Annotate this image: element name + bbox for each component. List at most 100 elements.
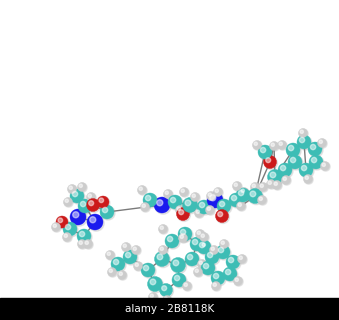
Circle shape [78, 230, 92, 244]
Circle shape [143, 265, 149, 271]
Circle shape [259, 183, 268, 192]
Circle shape [217, 211, 230, 223]
Circle shape [85, 241, 88, 244]
Circle shape [88, 215, 104, 231]
Circle shape [78, 240, 87, 249]
Circle shape [63, 233, 72, 242]
Circle shape [320, 162, 330, 171]
Circle shape [238, 254, 246, 263]
Circle shape [247, 188, 262, 204]
Circle shape [88, 194, 92, 197]
Circle shape [218, 247, 224, 253]
Circle shape [259, 197, 262, 200]
Circle shape [212, 282, 221, 291]
Circle shape [297, 135, 311, 149]
Circle shape [202, 262, 216, 276]
Circle shape [199, 202, 205, 208]
Circle shape [233, 182, 242, 191]
Circle shape [148, 292, 158, 301]
Circle shape [187, 254, 193, 260]
Circle shape [199, 261, 202, 264]
Circle shape [208, 193, 224, 209]
Circle shape [172, 273, 186, 287]
Circle shape [263, 156, 277, 169]
Circle shape [160, 284, 174, 298]
Circle shape [206, 251, 220, 265]
Circle shape [132, 246, 141, 255]
Circle shape [64, 234, 67, 237]
Circle shape [210, 245, 219, 254]
Circle shape [237, 202, 245, 211]
Circle shape [179, 188, 188, 196]
Circle shape [268, 171, 284, 186]
Circle shape [165, 191, 168, 195]
Circle shape [79, 241, 82, 244]
Circle shape [184, 199, 199, 214]
Circle shape [79, 200, 93, 214]
Circle shape [78, 183, 87, 192]
Circle shape [219, 201, 225, 207]
Circle shape [234, 276, 242, 285]
Circle shape [304, 175, 313, 184]
Circle shape [258, 196, 267, 205]
Circle shape [118, 271, 127, 280]
Circle shape [132, 245, 140, 254]
Circle shape [169, 196, 183, 210]
Circle shape [195, 209, 203, 218]
Circle shape [207, 192, 216, 201]
Circle shape [225, 269, 231, 275]
Circle shape [123, 244, 126, 247]
Circle shape [138, 186, 146, 195]
Circle shape [238, 203, 241, 206]
Circle shape [108, 268, 117, 277]
Circle shape [179, 210, 184, 215]
Circle shape [166, 235, 180, 249]
Circle shape [198, 260, 207, 269]
Text: alamy - 2B8118K: alamy - 2B8118K [125, 304, 214, 314]
Circle shape [155, 198, 171, 214]
Circle shape [135, 263, 138, 267]
Circle shape [155, 252, 170, 267]
Circle shape [154, 197, 170, 213]
Circle shape [79, 184, 82, 188]
Circle shape [258, 196, 266, 204]
Circle shape [133, 247, 137, 251]
Circle shape [182, 197, 198, 212]
Circle shape [139, 187, 142, 190]
Circle shape [89, 201, 94, 206]
Circle shape [171, 197, 176, 203]
Circle shape [223, 267, 237, 281]
Circle shape [179, 228, 193, 242]
Circle shape [156, 252, 171, 268]
Circle shape [71, 210, 87, 226]
Circle shape [234, 183, 237, 187]
Circle shape [68, 185, 77, 194]
Circle shape [97, 196, 109, 208]
Circle shape [233, 181, 241, 190]
Circle shape [211, 271, 225, 285]
Circle shape [299, 129, 308, 138]
Circle shape [124, 251, 138, 265]
Circle shape [141, 203, 150, 212]
Circle shape [211, 247, 215, 251]
Circle shape [250, 191, 256, 197]
Circle shape [212, 282, 220, 291]
Circle shape [83, 239, 93, 249]
Circle shape [251, 183, 260, 192]
Circle shape [216, 210, 228, 222]
Circle shape [200, 242, 210, 251]
Circle shape [251, 182, 259, 191]
Circle shape [207, 252, 213, 258]
Circle shape [168, 195, 182, 209]
Circle shape [201, 242, 210, 251]
Circle shape [159, 245, 167, 254]
Circle shape [240, 188, 249, 197]
Circle shape [281, 175, 291, 185]
Circle shape [86, 193, 96, 202]
Circle shape [179, 234, 187, 243]
Circle shape [141, 263, 155, 277]
Circle shape [198, 241, 212, 255]
Circle shape [195, 269, 198, 272]
Circle shape [113, 260, 119, 265]
Circle shape [69, 186, 73, 189]
